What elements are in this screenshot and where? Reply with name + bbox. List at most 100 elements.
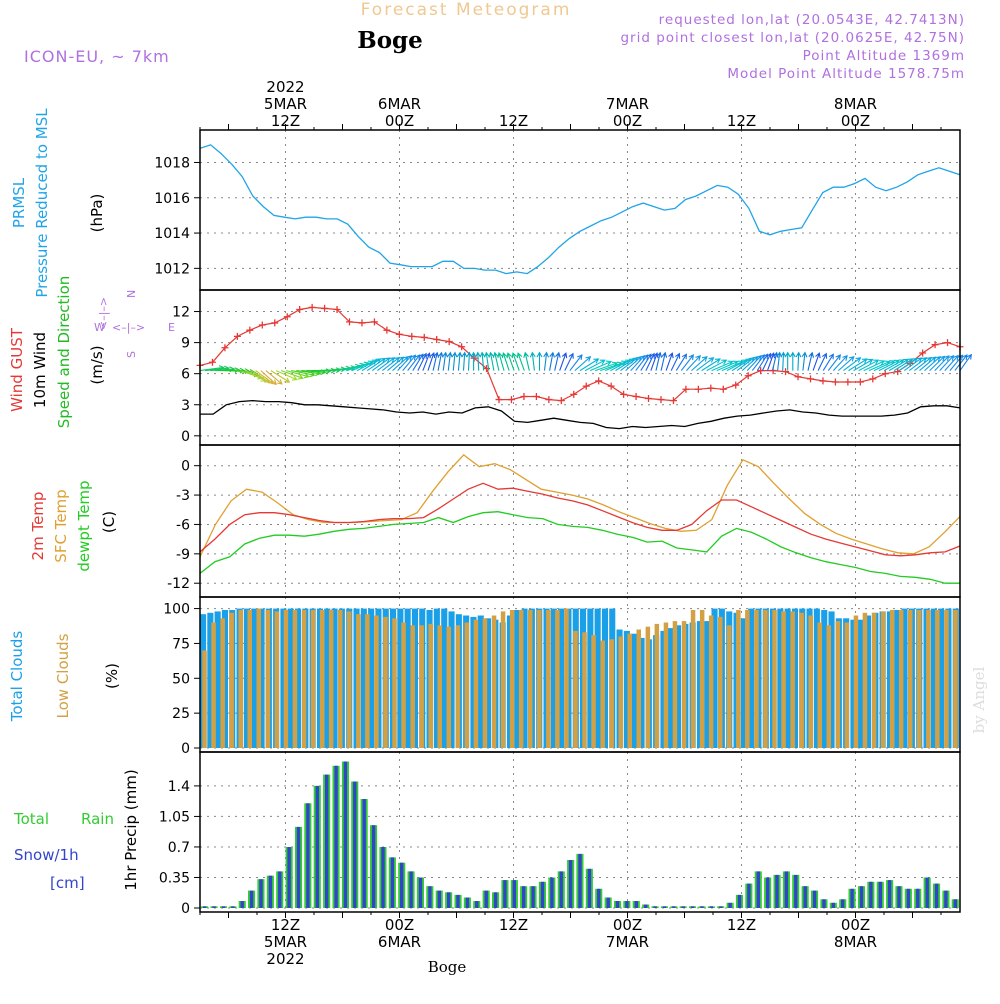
- wind-direction-arrow: [756, 353, 769, 371]
- gust-marker: [831, 378, 839, 386]
- total-cloud-bar: [601, 608, 608, 748]
- wind-direction-arrow: [407, 354, 421, 371]
- snow-bar: [353, 781, 357, 908]
- cloud-ylabel: (%): [103, 663, 121, 689]
- low-cloud-bar: [310, 610, 316, 748]
- low-cloud-bar: [880, 611, 886, 748]
- gust-marker: [570, 390, 578, 398]
- header-requested: requested lon,lat (20.0543E, 42.7413N): [659, 12, 965, 28]
- sfc-temp-line: [199, 454, 961, 558]
- header-model: ICON-EU, ~ 7km: [24, 47, 170, 66]
- wind-direction-arrow: [954, 354, 968, 371]
- total-cloud-bar: [631, 633, 638, 748]
- snow-bar: [794, 874, 798, 908]
- low-cloud-bar: [247, 610, 252, 748]
- total-cloud-bar: [331, 608, 338, 748]
- y-tick-label: -3: [176, 488, 190, 504]
- snow-bar: [550, 877, 554, 908]
- total-cloud-bar: [404, 608, 411, 748]
- snow-bar: [672, 906, 676, 908]
- low-cloud-bar: [347, 611, 352, 748]
- wind-direction-arrow: [746, 354, 762, 371]
- y-tick-label: 25: [172, 706, 190, 722]
- wind-direction-arrow: [559, 352, 568, 371]
- y-tick-label: 3: [181, 398, 190, 414]
- snow-bar: [559, 871, 563, 908]
- low-cloud-bar: [356, 614, 361, 748]
- wind-direction-arrow: [523, 351, 530, 371]
- precip-label-snow: Snow/1h: [14, 846, 79, 864]
- total-cloud-bar: [821, 610, 828, 748]
- wind-direction-arrow: [934, 355, 950, 371]
- snow-bar: [512, 880, 516, 908]
- wind-direction-arrow: [569, 354, 583, 371]
- total-cloud-bar: [791, 608, 798, 748]
- pressure-ylabel: (hPa): [88, 194, 106, 233]
- snow-bar: [249, 890, 254, 908]
- low-cloud-bar: [944, 610, 949, 748]
- snow-bar: [447, 892, 451, 908]
- gust-marker: [844, 378, 852, 386]
- wind-direction-arrow: [924, 356, 941, 372]
- gust-marker: [296, 305, 304, 313]
- compass-n: N: [125, 290, 138, 298]
- total-cloud-bar: [411, 608, 418, 748]
- total-cloud-bar: [894, 610, 901, 748]
- y-tick-label: 0: [181, 741, 190, 757]
- time-label-bottom: 12Z: [271, 916, 300, 934]
- gust-marker: [694, 385, 702, 393]
- wind-direction-arrow: [387, 356, 405, 372]
- wind-direction-arrow: [789, 351, 796, 371]
- gust-marker: [931, 341, 939, 349]
- compass-w: W: [94, 321, 105, 334]
- snow-bar: [719, 906, 723, 908]
- gust-marker: [869, 375, 877, 383]
- snow-bar: [831, 902, 835, 908]
- snow-bar: [325, 774, 329, 908]
- wind-direction-arrow: [605, 360, 628, 372]
- y-tick-label: 1014: [154, 226, 190, 242]
- compass-s: S: [125, 351, 138, 358]
- low-cloud-bar: [627, 633, 632, 748]
- low-cloud-bar: [672, 621, 678, 748]
- low-cloud-bar: [736, 610, 741, 748]
- gust-marker: [607, 382, 615, 390]
- wind-direction-arrow: [640, 353, 652, 371]
- gust-marker: [707, 384, 715, 392]
- snow-bar: [737, 894, 742, 908]
- snow-bar: [850, 888, 854, 908]
- y-tick-label: 0: [181, 901, 190, 917]
- snow-bar: [268, 875, 273, 908]
- wind-direction-arrow: [351, 360, 374, 372]
- low-cloud-bar: [926, 610, 931, 748]
- low-cloud-bar: [618, 636, 623, 748]
- low-cloud-bar: [410, 625, 415, 748]
- wind-direction-arrow: [776, 351, 783, 371]
- wind-direction-arrow: [780, 351, 787, 371]
- total-cloud-bar: [243, 608, 250, 748]
- low-cloud-bar: [826, 625, 831, 748]
- wind-direction-arrow: [511, 352, 520, 371]
- total-cloud-bar: [711, 608, 718, 748]
- time-label-bottom: 12Z: [727, 916, 756, 934]
- y-tick-label: 1018: [154, 155, 190, 171]
- gust-marker: [283, 313, 291, 321]
- snow-bar: [456, 894, 460, 908]
- wind-labels: Wind GUST 10m Wind Speed and Direction (…: [8, 276, 175, 429]
- gust-marker: [794, 373, 802, 381]
- wind-direction-arrow: [908, 357, 928, 372]
- total-cloud-bar: [667, 628, 674, 748]
- pressure-label-2: Pressure Reduced to MSL: [33, 108, 51, 298]
- wind-direction-arrow: [822, 353, 834, 371]
- gust-marker: [420, 333, 428, 341]
- low-cloud-bar: [238, 610, 243, 748]
- wind-direction-arrow: [402, 354, 417, 371]
- wind-direction-arrow: [265, 370, 283, 385]
- low-cloud-bar: [754, 610, 759, 748]
- gust-marker: [682, 385, 690, 393]
- wind-direction-arrow: [630, 354, 646, 371]
- snow-bar: [634, 901, 638, 908]
- low-cloud-bar: [763, 610, 768, 748]
- gust-marker: [582, 382, 590, 390]
- header-model-altitude: Model Point Altitude 1578.75m: [727, 66, 965, 82]
